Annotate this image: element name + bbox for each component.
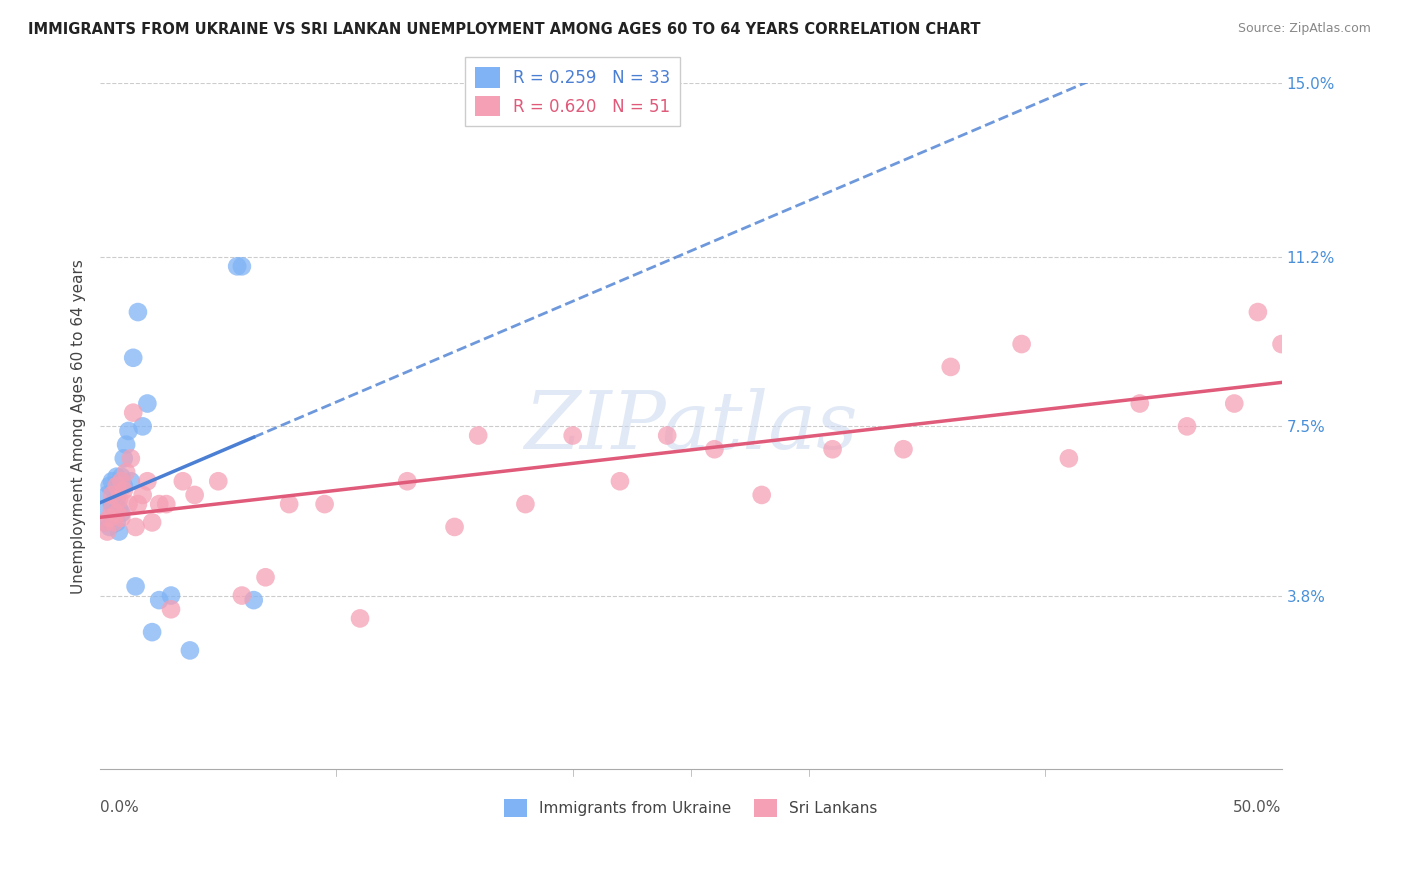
Point (96, 524, 118, 539)
Point (231, 260, 253, 274)
Point (103, 483, 125, 498)
Point (127, 497, 149, 511)
Point (657, 428, 679, 442)
Point (136, 475, 159, 489)
Point (561, 428, 583, 442)
Point (98, 479, 121, 493)
Point (160, 602, 183, 616)
Point (108, 492, 131, 507)
Point (254, 570, 277, 584)
Point (105, 479, 128, 493)
Legend: Immigrants from Ukraine, Sri Lankans: Immigrants from Ukraine, Sri Lankans (498, 792, 884, 823)
Point (127, 305, 149, 319)
Point (105, 506, 128, 520)
Point (112, 483, 135, 498)
Y-axis label: Unemployment Among Ages 60 to 64 years: Unemployment Among Ages 60 to 64 years (72, 259, 86, 594)
Point (893, 442, 915, 457)
Point (278, 497, 301, 511)
Text: IMMIGRANTS FROM UKRAINE VS SRI LANKAN UNEMPLOYMENT AMONG AGES 60 TO 64 YEARS COR: IMMIGRANTS FROM UKRAINE VS SRI LANKAN UN… (28, 22, 980, 37)
Point (1175, 419, 1198, 434)
Point (939, 359, 962, 374)
Point (124, 579, 146, 593)
Point (112, 479, 135, 493)
Point (115, 437, 138, 451)
Point (120, 475, 142, 489)
Point (148, 593, 170, 607)
Point (1011, 337, 1033, 351)
Point (115, 465, 138, 479)
Point (122, 351, 145, 365)
Point (1247, 305, 1270, 319)
Point (105, 516, 128, 530)
Point (226, 260, 249, 274)
Point (105, 492, 128, 507)
Point (98, 520, 121, 534)
Point (96, 501, 118, 516)
Point (609, 475, 631, 489)
Point (101, 475, 124, 489)
Point (155, 497, 177, 511)
Point (467, 428, 489, 442)
Point (103, 516, 125, 530)
Point (110, 511, 132, 525)
Point (98, 511, 121, 525)
Point (183, 488, 205, 502)
Point (396, 475, 419, 489)
Point (112, 451, 135, 466)
Point (101, 501, 124, 516)
Point (349, 611, 371, 625)
Point (101, 488, 124, 502)
Point (96, 488, 118, 502)
Point (141, 625, 163, 640)
Point (242, 593, 264, 607)
Text: ZIPatlas: ZIPatlas (524, 388, 858, 465)
Point (141, 516, 163, 530)
Point (103, 506, 125, 520)
Text: 0.0%: 0.0% (100, 800, 139, 815)
Point (108, 524, 131, 539)
Point (120, 451, 142, 466)
Text: Source: ZipAtlas.com: Source: ZipAtlas.com (1237, 22, 1371, 36)
Point (821, 442, 844, 457)
Point (110, 506, 132, 520)
Point (101, 497, 124, 511)
Point (172, 475, 194, 489)
Point (703, 442, 725, 457)
Point (1057, 451, 1080, 466)
Point (131, 419, 153, 434)
Text: 50.0%: 50.0% (1233, 800, 1281, 815)
Point (136, 396, 159, 410)
Point (117, 497, 139, 511)
Point (231, 589, 253, 603)
Point (131, 488, 153, 502)
Point (515, 497, 537, 511)
Point (160, 589, 183, 603)
Point (122, 406, 145, 420)
Point (94, 516, 117, 530)
Point (314, 497, 336, 511)
Point (751, 488, 773, 502)
Point (1270, 337, 1292, 351)
Point (443, 520, 465, 534)
Point (110, 475, 132, 489)
Point (94, 516, 117, 530)
Point (105, 469, 128, 483)
Point (207, 475, 229, 489)
Point (1129, 396, 1152, 410)
Point (179, 643, 201, 657)
Point (110, 469, 132, 483)
Point (108, 501, 131, 516)
Point (148, 497, 170, 511)
Point (117, 424, 139, 438)
Point (1223, 396, 1246, 410)
Point (124, 520, 146, 534)
